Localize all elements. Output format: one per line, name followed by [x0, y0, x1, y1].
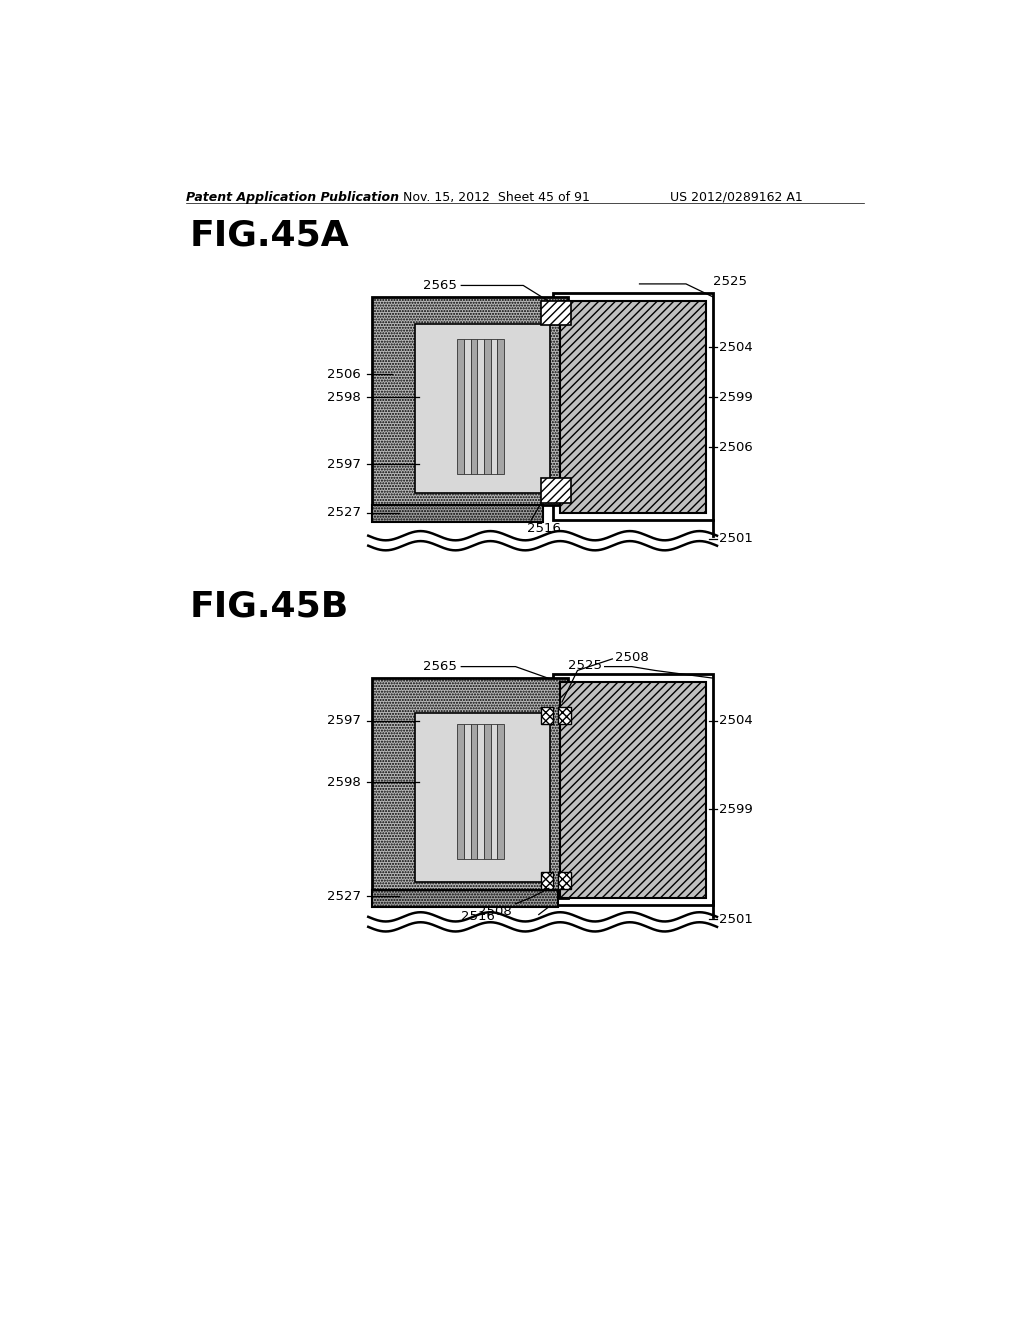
- Bar: [458, 339, 464, 474]
- Text: 2525: 2525: [713, 275, 748, 288]
- Text: 2516: 2516: [461, 911, 496, 924]
- Bar: [471, 339, 477, 474]
- Bar: [498, 339, 504, 474]
- Text: 2506: 2506: [719, 441, 753, 454]
- Bar: [372, 890, 558, 907]
- Text: 2597: 2597: [327, 458, 360, 471]
- Text: 2598: 2598: [327, 391, 360, 404]
- Bar: [498, 725, 504, 859]
- Text: 2527: 2527: [327, 506, 360, 519]
- Text: 2598: 2598: [327, 776, 360, 788]
- Text: 2599: 2599: [719, 391, 753, 404]
- Text: 2504: 2504: [719, 714, 753, 727]
- Text: 2501: 2501: [719, 532, 753, 545]
- Text: Nov. 15, 2012  Sheet 45 of 91: Nov. 15, 2012 Sheet 45 of 91: [403, 190, 590, 203]
- Text: 2506: 2506: [327, 367, 360, 380]
- Bar: [477, 725, 484, 859]
- Text: 2504: 2504: [719, 341, 753, 354]
- Bar: [471, 725, 477, 859]
- Bar: [553, 675, 713, 906]
- Bar: [541, 478, 570, 503]
- Bar: [484, 339, 490, 474]
- Text: 2508: 2508: [478, 906, 512, 919]
- Bar: [541, 708, 554, 725]
- Text: 2508: 2508: [614, 651, 648, 664]
- Bar: [490, 339, 498, 474]
- Bar: [464, 339, 471, 474]
- Bar: [477, 339, 484, 474]
- Text: FIG.45A: FIG.45A: [190, 218, 350, 252]
- Bar: [464, 725, 471, 859]
- Text: 2525: 2525: [568, 659, 602, 672]
- Bar: [372, 678, 568, 898]
- Bar: [553, 293, 713, 520]
- Text: FIG.45B: FIG.45B: [190, 590, 349, 623]
- Text: 2527: 2527: [327, 890, 360, 903]
- Text: 2565: 2565: [424, 279, 458, 292]
- Bar: [458, 725, 464, 859]
- Bar: [372, 506, 543, 521]
- Bar: [558, 708, 570, 725]
- Bar: [415, 323, 550, 494]
- Text: 2516: 2516: [527, 521, 561, 535]
- Bar: [541, 873, 554, 890]
- Text: 2599: 2599: [719, 803, 753, 816]
- Text: 2501: 2501: [719, 912, 753, 925]
- Text: Patent Application Publication: Patent Application Publication: [186, 190, 399, 203]
- Bar: [372, 297, 568, 506]
- Bar: [415, 713, 550, 882]
- Bar: [484, 725, 490, 859]
- Bar: [541, 301, 570, 326]
- Text: 2597: 2597: [327, 714, 360, 727]
- Text: US 2012/0289162 A1: US 2012/0289162 A1: [671, 190, 803, 203]
- Bar: [558, 873, 570, 890]
- Bar: [560, 301, 707, 512]
- Bar: [560, 682, 707, 898]
- Bar: [490, 725, 498, 859]
- Text: 2565: 2565: [424, 660, 458, 673]
